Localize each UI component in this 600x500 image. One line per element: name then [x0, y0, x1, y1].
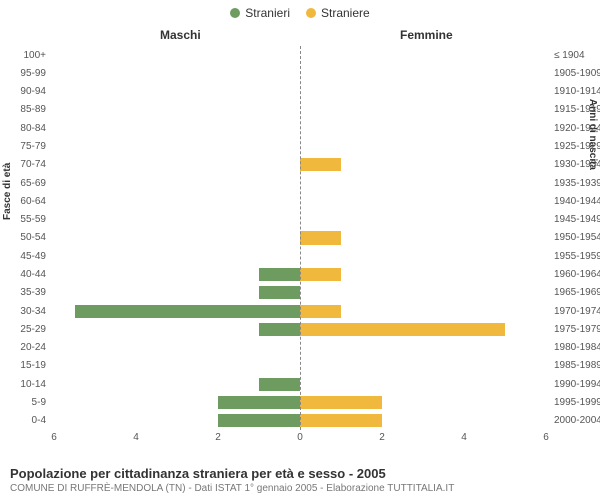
age-label: 30-34	[2, 306, 46, 317]
age-label: 85-89	[2, 104, 46, 115]
bar-male	[218, 396, 300, 409]
birth-label: 1975-1979	[554, 324, 600, 335]
legend-item-male: Stranieri	[230, 6, 290, 20]
x-axis: 6 4 2 0 2 4 6	[50, 430, 550, 446]
age-label: 5-9	[2, 397, 46, 408]
birth-label: ≤ 1904	[554, 50, 600, 61]
bar-female	[300, 305, 341, 318]
birth-label: 1920-1924	[554, 123, 600, 134]
age-label: 40-44	[2, 269, 46, 280]
birth-label: 1925-1929	[554, 141, 600, 152]
chart: 100+≤ 190495-991905-190990-941910-191485…	[50, 46, 550, 446]
footer-subtitle: COMUNE DI RUFFRÈ-MENDOLA (TN) - Dati IST…	[10, 483, 590, 494]
birth-label: 1945-1949	[554, 214, 600, 225]
footer-title: Popolazione per cittadinanza straniera p…	[10, 466, 590, 481]
birth-label: 2000-2004	[554, 415, 600, 426]
legend: Stranieri Straniere	[0, 0, 600, 20]
footer: Popolazione per cittadinanza straniera p…	[10, 466, 590, 494]
birth-label: 1935-1939	[554, 178, 600, 189]
age-label: 45-49	[2, 251, 46, 262]
age-label: 20-24	[2, 342, 46, 353]
birth-label: 1985-1989	[554, 360, 600, 371]
header-male: Maschi	[160, 28, 201, 42]
bar-female	[300, 268, 341, 281]
bar-female	[300, 323, 505, 336]
age-label: 100+	[2, 50, 46, 61]
x-tick: 6	[51, 432, 57, 443]
x-tick: 0	[297, 432, 303, 443]
age-label: 0-4	[2, 415, 46, 426]
birth-label: 1970-1974	[554, 306, 600, 317]
birth-label: 1955-1959	[554, 251, 600, 262]
legend-item-female: Straniere	[306, 6, 370, 20]
age-label: 95-99	[2, 68, 46, 79]
birth-label: 1995-1999	[554, 397, 600, 408]
bar-male	[259, 323, 300, 336]
dot-female-icon	[306, 8, 316, 18]
age-label: 35-39	[2, 287, 46, 298]
age-label: 50-54	[2, 232, 46, 243]
age-label: 90-94	[2, 86, 46, 97]
birth-label: 1950-1954	[554, 232, 600, 243]
bar-male	[75, 305, 301, 318]
birth-label: 1940-1944	[554, 196, 600, 207]
bar-female	[300, 414, 382, 427]
bar-male	[259, 268, 300, 281]
age-label: 80-84	[2, 123, 46, 134]
bar-female	[300, 158, 341, 171]
x-tick: 2	[215, 432, 221, 443]
dot-male-icon	[230, 8, 240, 18]
age-label: 15-19	[2, 360, 46, 371]
age-label: 75-79	[2, 141, 46, 152]
age-label: 70-74	[2, 159, 46, 170]
birth-label: 1930-1934	[554, 159, 600, 170]
bar-male	[259, 378, 300, 391]
birth-label: 1990-1994	[554, 379, 600, 390]
age-label: 65-69	[2, 178, 46, 189]
age-label: 55-59	[2, 214, 46, 225]
bar-female	[300, 231, 341, 244]
bar-female	[300, 396, 382, 409]
birth-label: 1910-1914	[554, 86, 600, 97]
age-label: 10-14	[2, 379, 46, 390]
x-tick: 2	[379, 432, 385, 443]
bar-male	[218, 414, 300, 427]
header-female: Femmine	[400, 28, 453, 42]
x-tick: 4	[461, 432, 467, 443]
birth-label: 1965-1969	[554, 287, 600, 298]
zero-line	[300, 46, 301, 430]
x-tick: 6	[543, 432, 549, 443]
y-axis-title-left: Fasce di età	[2, 163, 13, 220]
age-label: 25-29	[2, 324, 46, 335]
birth-label: 1980-1984	[554, 342, 600, 353]
age-label: 60-64	[2, 196, 46, 207]
x-tick: 4	[133, 432, 139, 443]
legend-label-female: Straniere	[321, 6, 370, 20]
birth-label: 1905-1909	[554, 68, 600, 79]
birth-label: 1915-1919	[554, 104, 600, 115]
bar-male	[259, 286, 300, 299]
legend-label-male: Stranieri	[245, 6, 290, 20]
birth-label: 1960-1964	[554, 269, 600, 280]
